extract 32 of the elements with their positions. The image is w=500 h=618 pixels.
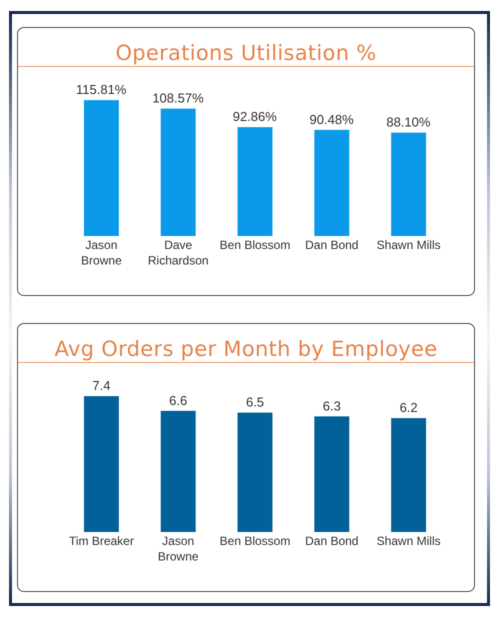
data-label: 92.86% [232,109,278,124]
x-tick-label: Dan Bond [305,238,358,252]
x-tick-label: Ben Blossom [220,238,290,252]
data-label: 6.3 [322,398,341,414]
x-tick-label: Shawn Mills [376,238,441,252]
data-label: 108.57% [152,90,204,106]
data-label: 6.6 [169,392,188,408]
data-label: 115.81% [76,82,127,98]
bar [391,132,426,236]
bar [238,412,272,532]
bar [391,418,426,532]
chart-title: Operations Utilisation % [114,40,378,67]
x-tick-label: Shawn Mills [376,534,441,548]
data-label: 7.4 [92,378,110,394]
x-tick-label: Tim Breaker [68,534,134,548]
x-tick-label: Jason Browne [158,534,199,564]
bar [160,108,196,236]
bar [238,127,272,236]
x-tick-label: Jason Browne [81,238,122,268]
bar [84,396,119,532]
data-label: 6.5 [246,394,264,410]
chart-title: Avg Orders per Month by Employee [54,336,438,363]
data-label: 6.2 [400,400,418,416]
x-tick-label: Dan Bond [305,534,358,548]
bar [84,100,119,236]
bar [314,416,350,532]
bar [160,410,196,532]
data-label: 90.48% [310,112,354,127]
x-tick-label: Dave Richardson [148,238,209,268]
x-tick-label: Ben Blossom [220,534,290,548]
bar [314,130,350,236]
data-label: 88.10% [386,114,431,130]
